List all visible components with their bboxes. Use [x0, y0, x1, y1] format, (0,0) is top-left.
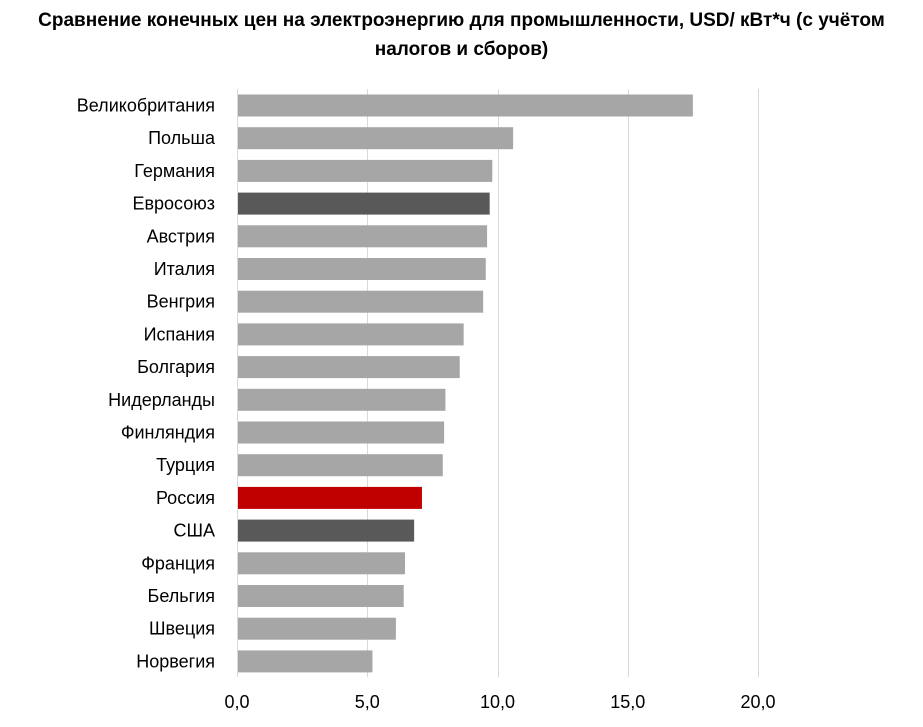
x-tick-label: 20,0 — [740, 692, 775, 712]
bar-1 — [238, 127, 514, 150]
x-tick-label: 0,0 — [224, 692, 249, 712]
category-label: США — [173, 521, 215, 541]
gridlines — [237, 89, 759, 677]
category-label: Испания — [144, 324, 215, 344]
bar-3 — [238, 192, 490, 215]
bar-0 — [238, 94, 693, 117]
x-tick-label: 5,0 — [355, 692, 380, 712]
category-label: Нидерланды — [108, 390, 215, 410]
bar-14 — [238, 552, 406, 575]
category-label: Евросоюз — [132, 194, 215, 214]
bar-17 — [238, 650, 373, 673]
category-label: Венгрия — [147, 292, 215, 312]
bar-12 — [238, 486, 422, 509]
category-label: Германия — [134, 161, 215, 181]
category-label: Болгария — [137, 357, 215, 377]
bar-2 — [238, 159, 493, 182]
bar-8 — [238, 356, 460, 379]
category-label: Россия — [156, 488, 215, 508]
category-label: Австрия — [147, 226, 215, 246]
category-label: Норвегия — [136, 651, 215, 671]
bar-11 — [238, 454, 443, 477]
bars — [238, 94, 693, 673]
bar-7 — [238, 323, 464, 346]
bar-5 — [238, 258, 486, 280]
bar-9 — [238, 388, 446, 411]
bar-6 — [238, 290, 484, 313]
bar-10 — [238, 421, 445, 444]
category-label: Великобритания — [77, 96, 215, 116]
category-label: Италия — [154, 259, 215, 279]
category-label: Бельгия — [148, 586, 215, 606]
category-label: Турция — [156, 455, 215, 475]
category-label: Франция — [141, 553, 215, 573]
category-label: Финляндия — [121, 423, 215, 443]
category-label: Польша — [148, 128, 216, 148]
bar-15 — [238, 585, 404, 607]
category-label: Швеция — [149, 619, 215, 639]
category-labels: Великобритания Польша Германия Евросоюз Авст… — [77, 96, 216, 672]
chart-title: Сравнение конечных цен на электроэнергию… — [38, 10, 885, 60]
x-tick-label: 10,0 — [480, 692, 515, 712]
x-tick-label: 15,0 — [610, 692, 645, 712]
bar-4 — [238, 225, 488, 248]
bar-13 — [238, 519, 415, 542]
bar-16 — [238, 617, 396, 640]
x-axis-tick-labels: 0,0 5,0 10,0 15,0 20,0 — [224, 692, 775, 712]
